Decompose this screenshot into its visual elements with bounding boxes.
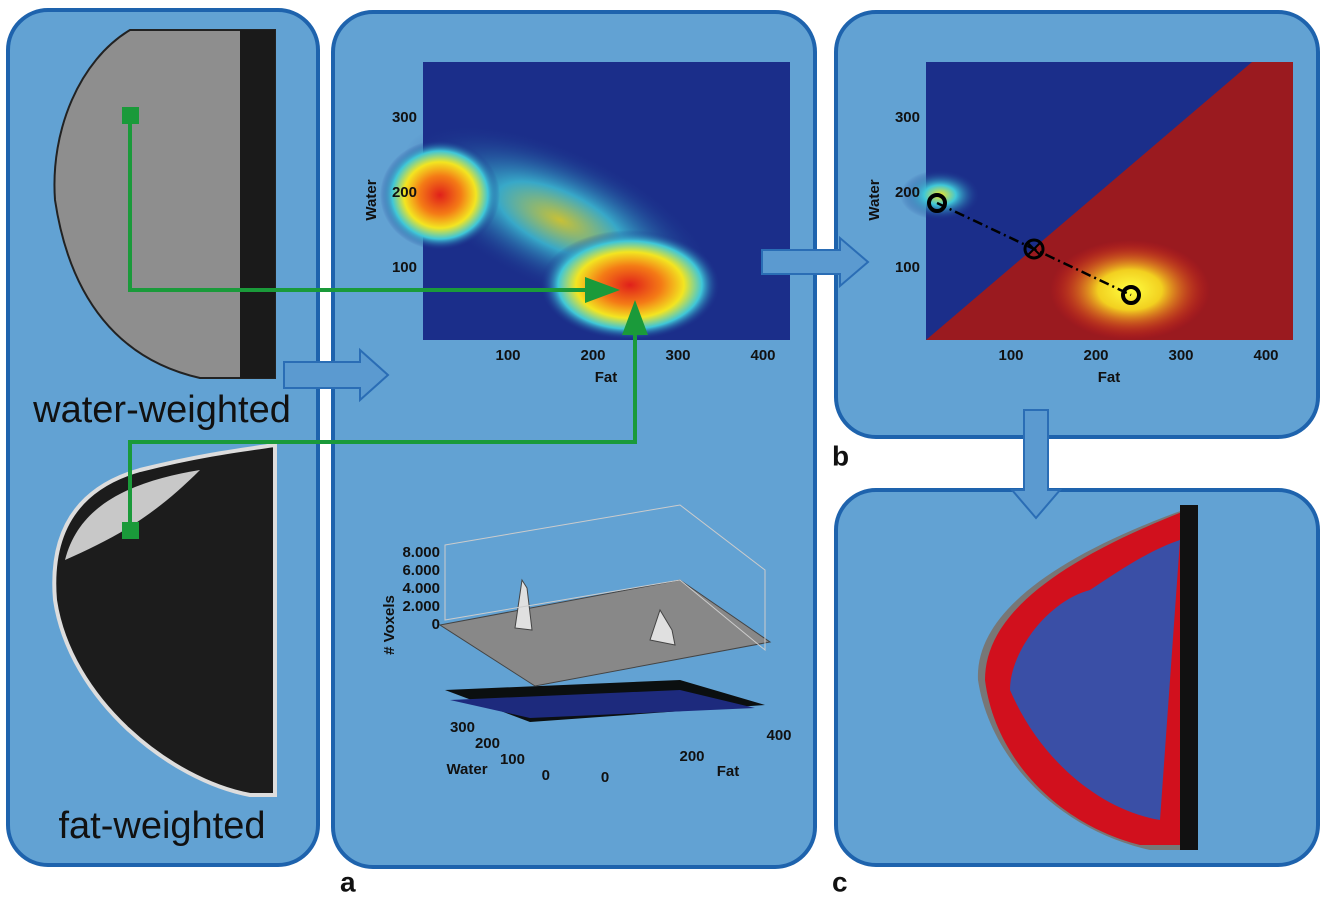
axis-label: Water (866, 179, 883, 220)
x-tick-label: 100 (998, 347, 1023, 364)
ticks: 100 200 300 400 300 200 100 (392, 109, 776, 364)
axis-label: Water (446, 761, 487, 778)
arrows (283, 235, 1063, 520)
chest (1180, 505, 1198, 850)
y-tick-label: 200 (895, 184, 920, 201)
y-tick-label: 100 (392, 259, 417, 276)
centroid (1121, 285, 1141, 305)
x-tick-label: 400 (750, 347, 775, 364)
x-tick-label: 200 (580, 347, 605, 364)
histogram-box (444, 504, 766, 652)
mri-chest (240, 30, 275, 378)
water-tick-label: 100 (500, 751, 525, 768)
y-tick-label: 300 (895, 109, 920, 126)
image-label: fat-weighted (58, 805, 265, 847)
z-tick-label: 2.000 (402, 598, 440, 615)
axis-label: Fat (595, 369, 618, 386)
fat-tick-label: 0 (601, 769, 609, 786)
panel-label: b (832, 440, 849, 471)
x-tick-label: 200 (1083, 347, 1108, 364)
y-tick-label: 100 (895, 259, 920, 276)
segmentation-water (1010, 540, 1180, 820)
fat-tick-label: 200 (679, 748, 704, 765)
x-tick-label: 100 (495, 347, 520, 364)
y-tick-label: 300 (392, 109, 417, 126)
z-tick-label: 8.000 (402, 544, 440, 561)
fat-tick-label: 400 (766, 727, 791, 744)
link-ends (122, 107, 648, 539)
panel-label: c (832, 866, 848, 895)
mri-fat-tissue (65, 470, 200, 560)
links (128, 115, 637, 530)
y-tick-label: 200 (392, 184, 417, 201)
density (540, 230, 720, 340)
z-tick-label: 6.000 (402, 562, 440, 579)
density (1050, 240, 1210, 340)
axis-label: # Voxels (381, 595, 398, 655)
centroid (927, 193, 947, 213)
image-label: water-weighted (32, 389, 291, 431)
histogram-floor (450, 690, 755, 718)
density (380, 140, 500, 250)
axis-label: Fat (1098, 369, 1121, 386)
water-tick-label: 200 (475, 735, 500, 752)
axis-label: Fat (717, 763, 740, 780)
ticks: 100 200 300 400 300 200 100 (895, 109, 1279, 364)
midpoint-x (1027, 242, 1041, 256)
z-tick-label: 4.000 (402, 580, 440, 597)
panel-label: a (340, 866, 356, 895)
histogram-peaks (514, 578, 676, 646)
z-tick-label: 0 (432, 616, 440, 633)
water-tick-label: 0 (542, 767, 550, 784)
midpoint (1023, 238, 1045, 260)
x-tick-label: 300 (1168, 347, 1193, 364)
water-tick-label: 300 (450, 719, 475, 736)
axis-label: Water (363, 179, 380, 220)
histogram-surface (438, 579, 772, 687)
x-tick-label: 300 (665, 347, 690, 364)
x-tick-label: 400 (1253, 347, 1278, 364)
